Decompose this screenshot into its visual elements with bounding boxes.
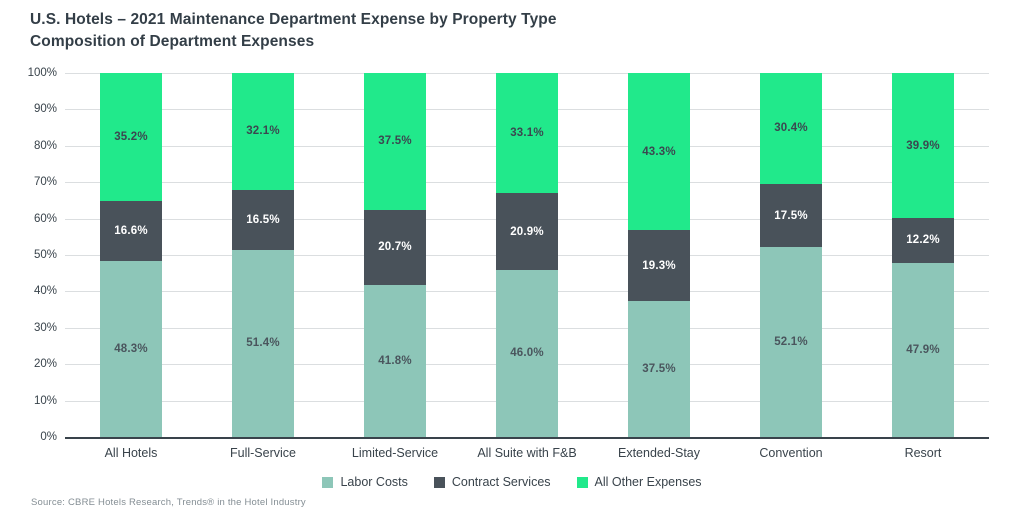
segment-all-other-expenses-limited-service: 37.5% (364, 73, 426, 210)
legend: Labor Costs Contract Services All Other Ex… (0, 475, 1024, 489)
segment-all-other-expenses-convention: 30.4% (760, 73, 822, 184)
y-tick-30: 30% (33, 321, 57, 334)
legend-item-all-other-expenses: All Other Expenses (576, 475, 702, 489)
x-label-full-service: Full-Service (230, 446, 296, 460)
y-tick-60: 60% (33, 212, 57, 225)
chart-title: U.S. Hotels – 2021 Maintenance Departmen… (30, 11, 557, 28)
y-tick-90: 90% (33, 103, 57, 116)
y-tick-50: 50% (33, 249, 57, 261)
x-label-extended-stay: Extended-Stay (618, 446, 700, 460)
segment-all-other-expenses-all-suite-with-f-b: 33.1% (496, 73, 558, 194)
segment-contract-services-resort: 12.2% (892, 218, 954, 263)
segment-contract-services-convention: 17.5% (760, 183, 822, 248)
segment-contract-services-all-suite-with-f-b: 20.9% (496, 193, 558, 270)
segment-labor-costs-limited-service: 41.8% (364, 284, 426, 437)
bar-convention: 52.1% 17.5% 30.4% (760, 73, 822, 437)
bar-limited-service: 41.8% 20.7% 37.5% (364, 73, 426, 437)
segment-labor-costs-all-suite-with-f-b: 46.0% (496, 269, 558, 437)
segment-labor-costs-extended-stay: 37.5% (628, 300, 690, 437)
bar-full-service: 51.4% 16.5% 32.1% (232, 73, 294, 437)
segment-labor-costs-all-hotels: 48.3% (100, 261, 162, 437)
y-tick-10: 10% (33, 394, 57, 407)
chart-title-block: U.S. Hotels – 2021 Maintenance Departmen… (30, 9, 557, 53)
legend-label-all-other-expenses: All Other Expenses (594, 475, 702, 489)
x-axis-labels: All Hotels Full-Service Limited-Service All… (65, 446, 989, 460)
y-tick-0: 0% (40, 431, 57, 443)
legend-item-labor-costs: Labor Costs (322, 475, 408, 489)
y-tick-70: 70% (33, 176, 57, 189)
bar-all-hotels: 48.3% 16.6% 35.2% (100, 73, 162, 437)
legend-label-labor-costs: Labor Costs (340, 475, 408, 489)
segment-labor-costs-convention: 52.1% (760, 247, 822, 437)
segment-all-other-expenses-all-hotels: 35.2% (100, 73, 162, 201)
x-label-resort: Resort (904, 446, 942, 460)
segment-contract-services-full-service: 16.5% (232, 189, 294, 250)
legend-swatch-labor-costs (322, 476, 334, 488)
source-text: Source: CBRE Hotels Research, Trends® in… (31, 497, 306, 508)
segment-contract-services-extended-stay: 19.3% (628, 230, 690, 301)
legend-item-contract-services: Contract Services (433, 475, 551, 489)
bar-resort: 47.9% 12.2% 39.9% (892, 73, 954, 437)
segment-all-other-expenses-full-service: 32.1% (232, 73, 294, 190)
legend-label-contract-services: Contract Services (451, 475, 551, 489)
segment-all-other-expenses-extended-stay: 43.3% (628, 73, 690, 231)
legend-swatch-all-other-expenses (576, 476, 588, 488)
y-axis: 0% 10% 20% 30% 40% 50% 60% 70% 80% 90% 100% (0, 67, 57, 443)
plot-area: 48.3% 16.6% 35.2% 51.4% 16.5% 32.1% 41.8% 20.7%… (65, 73, 989, 439)
y-tick-80: 80% (33, 139, 57, 152)
chart-subtitle: Composition of Department Expenses (30, 33, 315, 50)
y-tick-100: 100% (27, 67, 57, 79)
y-tick-40: 40% (33, 285, 57, 298)
x-label-all-suite-with-f-b: All Suite with F&B (477, 446, 577, 460)
x-label-convention: Convention (759, 446, 823, 460)
bar-extended-stay: 37.5% 19.3% 43.3% (628, 73, 690, 437)
y-tick-20: 20% (33, 358, 57, 371)
segment-labor-costs-resort: 47.9% (892, 262, 954, 437)
x-label-limited-service: Limited-Service (351, 446, 439, 460)
segment-contract-services-limited-service: 20.7% (364, 209, 426, 285)
bar-all-suite-with-f-b: 46.0% 20.9% 33.1% (496, 73, 558, 437)
x-label-all-hotels: All Hotels (104, 446, 158, 460)
segment-all-other-expenses-resort: 39.9% (892, 73, 954, 219)
bars-container: 48.3% 16.6% 35.2% 51.4% 16.5% 32.1% 41.8% 20.7%… (65, 73, 989, 437)
segment-contract-services-all-hotels: 16.6% (100, 201, 162, 262)
legend-swatch-contract-services (433, 476, 445, 488)
segment-labor-costs-full-service: 51.4% (232, 249, 294, 437)
